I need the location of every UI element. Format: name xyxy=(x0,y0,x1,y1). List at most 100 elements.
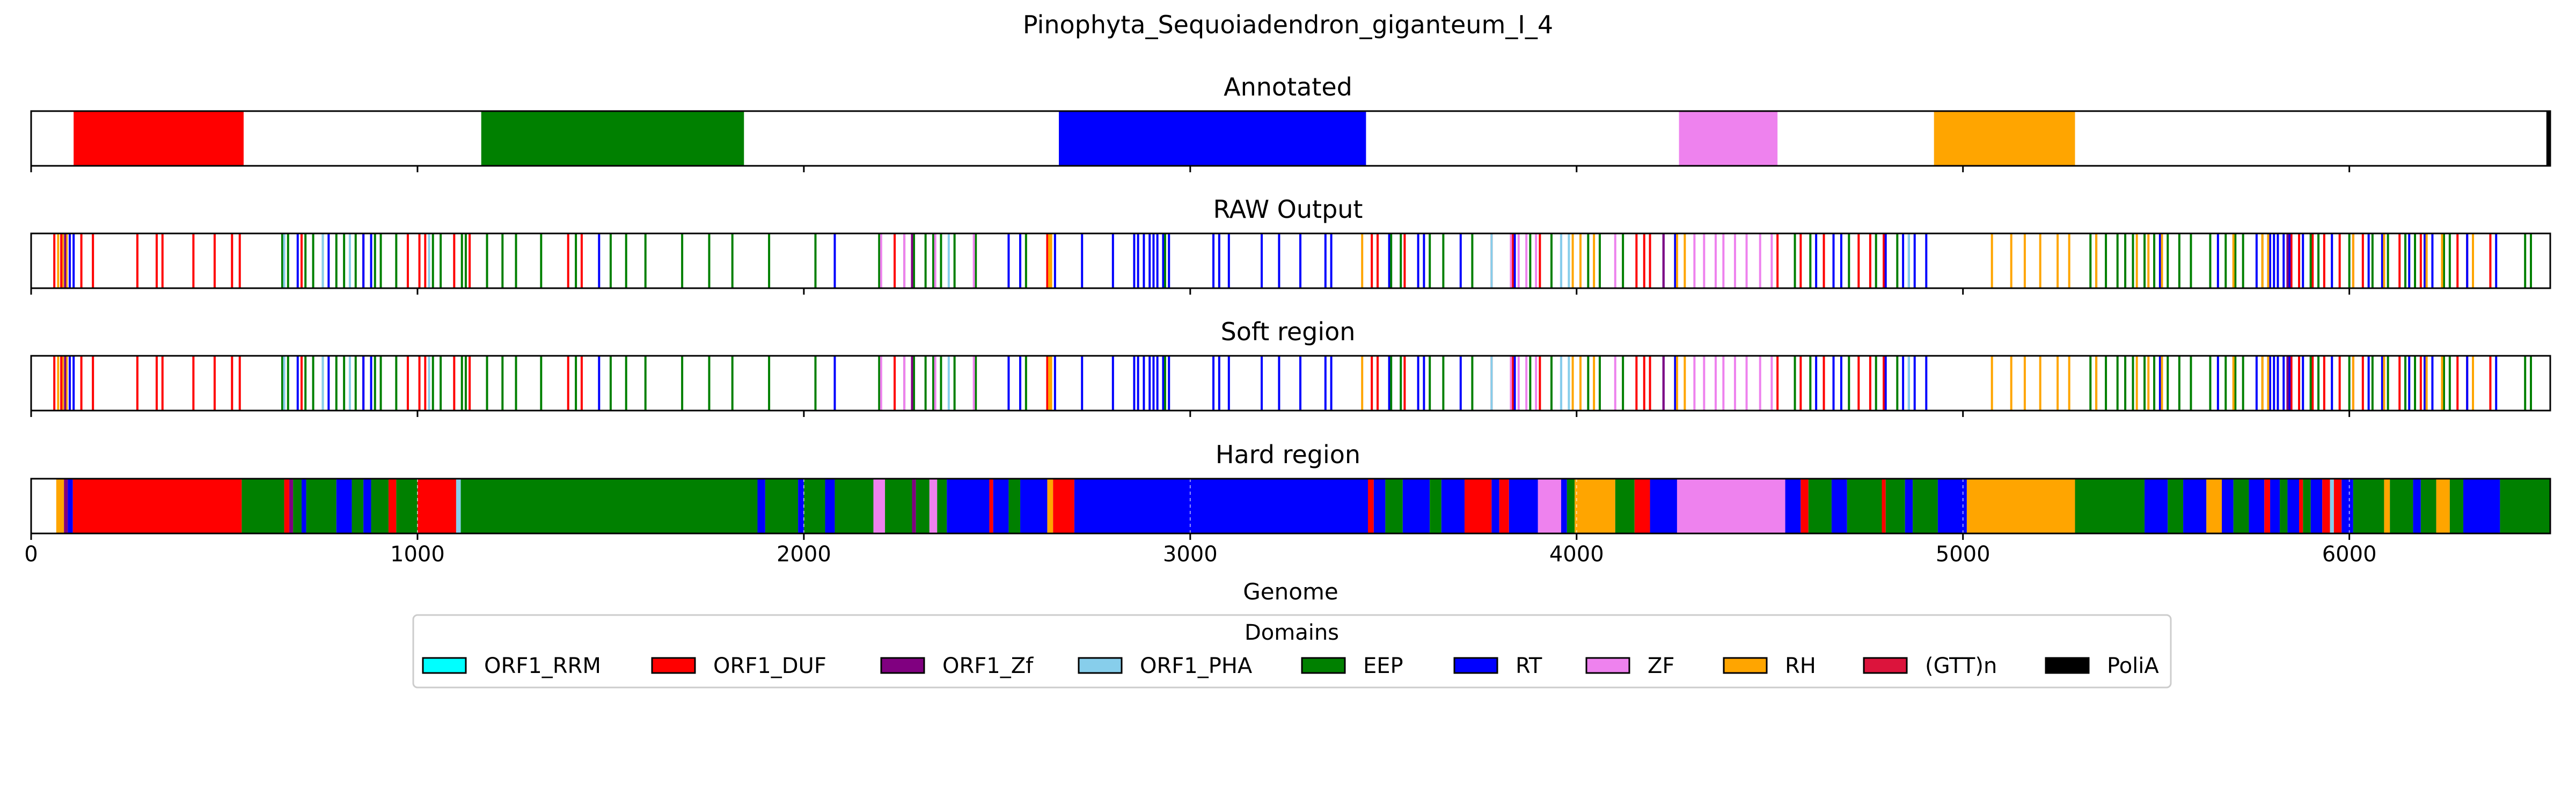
segment-rt xyxy=(1561,479,1567,533)
segment-eep xyxy=(1430,479,1441,533)
segment-orf1-duf xyxy=(72,479,242,533)
legend-label-zf: ZF xyxy=(1648,654,1674,678)
segment-rt xyxy=(2249,479,2265,533)
track-raw-output: RAW Output xyxy=(30,195,2551,295)
segment-orf1-pha xyxy=(2330,479,2334,533)
legend-label-gtt-n: (GTT)n xyxy=(1925,654,1997,678)
x-tick-label: 5000 xyxy=(1936,542,1990,567)
segment-eep xyxy=(241,479,284,533)
segment-orf1-zf xyxy=(64,479,68,533)
segment-eep xyxy=(835,479,874,533)
segment-zf xyxy=(1538,479,1561,533)
segment-rt xyxy=(363,479,371,533)
segment-rt xyxy=(1020,479,1048,533)
legend-label-orf1-pha: ORF1_PHA xyxy=(1140,654,1253,678)
segment-orf1-duf xyxy=(284,479,289,533)
track-frame-annotated xyxy=(30,110,2551,167)
segment-rt xyxy=(1937,479,1967,533)
x-axis-label: Genome xyxy=(1243,579,1338,605)
legend-swatch-rt xyxy=(1453,657,1498,674)
x-tick-label: 6000 xyxy=(2322,542,2377,567)
track-ticks-hard-region xyxy=(30,533,2351,540)
segment-polia xyxy=(2546,111,2550,166)
legend-swatch-orf1-zf xyxy=(880,657,925,674)
segment-eep xyxy=(481,111,744,166)
segment-eep xyxy=(1615,479,1635,533)
segment-orf1-duf xyxy=(1464,479,1492,533)
track-ticks-raw-output xyxy=(30,288,2351,295)
segment-rt xyxy=(947,479,990,533)
segment-eep xyxy=(1008,479,1021,533)
legend-swatch-orf1-pha xyxy=(1078,657,1123,674)
segment-eep xyxy=(1885,479,1905,533)
segment-rt xyxy=(1491,479,1499,533)
segment-eep xyxy=(2168,479,2184,533)
segment-eep xyxy=(371,479,389,533)
segment-rh xyxy=(1966,479,2075,533)
legend-label-orf1-duf: ORF1_DUF xyxy=(713,654,826,678)
segment-zf xyxy=(1677,479,1785,533)
segment-rt xyxy=(301,479,306,533)
legend-swatch-orf1-duf xyxy=(651,657,696,674)
track-title-soft-region: Soft region xyxy=(1221,317,1356,346)
segment-rh xyxy=(1047,479,1053,533)
segment-rt xyxy=(1402,479,1430,533)
segment-rt xyxy=(1509,479,1538,533)
segment-orf1-duf xyxy=(74,111,244,166)
x-tick-label: 0 xyxy=(24,542,38,567)
segment-rh xyxy=(2436,479,2450,533)
legend-swatch-eep xyxy=(1301,657,1346,674)
track-title-hard-region: Hard region xyxy=(1216,440,1360,469)
track-title-annotated: Annotated xyxy=(1224,72,1352,101)
track-marks-soft-region xyxy=(53,356,2533,411)
legend-swatch-rh xyxy=(1723,657,1768,674)
segment-rt xyxy=(2270,479,2280,533)
track-ticks-annotated xyxy=(30,166,2351,172)
segment-orf1-pha xyxy=(456,479,461,533)
x-tick-label: 1000 xyxy=(390,542,445,567)
segment-rt xyxy=(1905,479,1913,533)
segment-orf1-zf xyxy=(289,479,294,533)
segment-zf xyxy=(929,479,938,533)
segment-eep xyxy=(765,479,799,533)
segment-zf xyxy=(873,479,885,533)
segment-rt xyxy=(993,479,1009,533)
segment-eep xyxy=(2280,479,2288,533)
legend-label-eep: EEP xyxy=(1363,654,1403,678)
segment-eep xyxy=(352,479,364,533)
legend-swatch-zf xyxy=(1585,657,1630,674)
segment-rt xyxy=(1831,479,1847,533)
segment-eep xyxy=(1808,479,1832,533)
track-frame-hard-region xyxy=(30,478,2551,535)
legend-title: Domains xyxy=(1245,620,1339,645)
segment-rt xyxy=(757,479,765,533)
segment-eep xyxy=(2303,479,2311,533)
segment-rt xyxy=(2287,479,2300,533)
track-hard-region: Hard region 0 1000 2000 3000 4000 5000 6000 xyxy=(24,440,2551,567)
segment-rt xyxy=(2145,479,2168,533)
segment-rh xyxy=(2384,479,2390,533)
legend-swatch-gtt-n xyxy=(1863,657,1908,674)
segment-orf1-duf xyxy=(1499,479,1509,533)
segment-rt xyxy=(1441,479,1465,533)
segment-orf1-duf xyxy=(2333,479,2342,533)
segment-rt xyxy=(1650,479,1677,533)
segment-eep xyxy=(306,479,336,533)
segment-eep xyxy=(916,479,930,533)
x-tick-label: 2000 xyxy=(777,542,831,567)
segment-orf1-duf xyxy=(1053,479,1074,533)
segment-eep xyxy=(2500,479,2550,533)
segment-orf1-duf xyxy=(1801,479,1809,533)
segment-orf1-duf xyxy=(1634,479,1650,533)
track-frame-soft-region xyxy=(30,355,2551,412)
x-tick-label: 4000 xyxy=(1549,542,1604,567)
segment-eep xyxy=(885,479,912,533)
segment-eep xyxy=(1567,479,1575,533)
segment-orf1-duf xyxy=(2264,479,2271,533)
segment-eep xyxy=(1385,479,1403,533)
x-tick-label: 3000 xyxy=(1163,542,1218,567)
figure-title: Pinophyta_Sequoiadendron_giganteum_I_4 xyxy=(1023,10,1553,39)
track-marks-annotated xyxy=(74,111,2550,166)
track-gridlines-hard-region xyxy=(416,479,2350,533)
segment-orf1-duf xyxy=(2322,479,2330,533)
